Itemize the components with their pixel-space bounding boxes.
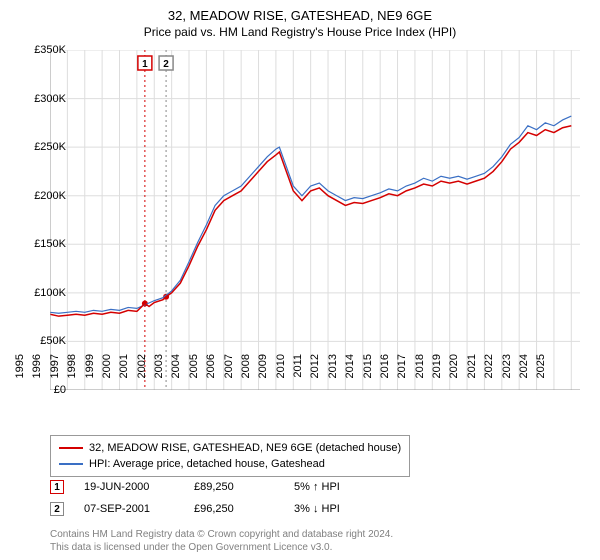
footer-attribution: Contains HM Land Registry data © Crown c… xyxy=(50,528,393,554)
x-tick-label: 2017 xyxy=(396,354,408,394)
svg-text:1: 1 xyxy=(142,59,148,70)
y-tick-label: £200K xyxy=(34,190,66,202)
x-tick-label: 2022 xyxy=(483,354,495,394)
legend-label: 32, MEADOW RISE, GATESHEAD, NE9 6GE (det… xyxy=(89,442,401,454)
x-tick-label: 2005 xyxy=(188,354,200,394)
sale-date: 19-JUN-2000 xyxy=(84,481,174,493)
x-tick-label: 2008 xyxy=(240,354,252,394)
x-tick-label: 2009 xyxy=(257,354,269,394)
x-tick-label: 2003 xyxy=(153,354,165,394)
x-tick-label: 2025 xyxy=(535,354,547,394)
x-tick-label: 2014 xyxy=(344,354,356,394)
legend-row: HPI: Average price, detached house, Gate… xyxy=(59,456,401,472)
x-tick-label: 2000 xyxy=(101,354,113,394)
x-tick-label: 2018 xyxy=(414,354,426,394)
x-tick-label: 2010 xyxy=(275,354,287,394)
x-tick-label: 2024 xyxy=(518,354,530,394)
x-tick-label: 2011 xyxy=(292,354,304,394)
x-tick-label: 2021 xyxy=(466,354,478,394)
legend-box: 32, MEADOW RISE, GATESHEAD, NE9 6GE (det… xyxy=(50,435,410,477)
x-tick-label: 2001 xyxy=(118,354,130,394)
x-tick-label: 2019 xyxy=(431,354,443,394)
x-tick-label: 2023 xyxy=(501,354,513,394)
x-tick-label: 2013 xyxy=(327,354,339,394)
x-tick-label: 1995 xyxy=(14,354,26,394)
sale-pct: 5% ↑ HPI xyxy=(294,481,340,493)
chart-svg: 12 xyxy=(50,50,580,390)
sale-pct: 3% ↓ HPI xyxy=(294,503,340,515)
x-tick-label: 1998 xyxy=(66,354,78,394)
legend-swatch xyxy=(59,463,83,465)
y-tick-label: £350K xyxy=(34,44,66,56)
chart-container: 32, MEADOW RISE, GATESHEAD, NE9 6GE Pric… xyxy=(0,0,600,560)
x-tick-label: 2007 xyxy=(223,354,235,394)
legend-swatch xyxy=(59,447,83,449)
title-block: 32, MEADOW RISE, GATESHEAD, NE9 6GE Pric… xyxy=(0,0,600,39)
sale-price: £96,250 xyxy=(194,503,274,515)
sale-row: 1 19-JUN-2000 £89,250 5% ↑ HPI xyxy=(50,480,340,494)
x-tick-label: 2004 xyxy=(170,354,182,394)
x-tick-label: 1996 xyxy=(31,354,43,394)
sale-row: 2 07-SEP-2001 £96,250 3% ↓ HPI xyxy=(50,502,340,516)
legend-label: HPI: Average price, detached house, Gate… xyxy=(89,458,325,470)
legend-row: 32, MEADOW RISE, GATESHEAD, NE9 6GE (det… xyxy=(59,440,401,456)
sale-marker-icon: 2 xyxy=(50,502,64,516)
chart-plot-area: 12 xyxy=(50,50,580,390)
y-tick-label: £300K xyxy=(34,93,66,105)
title-sub: Price paid vs. HM Land Registry's House … xyxy=(0,25,600,39)
sale-price: £89,250 xyxy=(194,481,274,493)
x-tick-label: 2002 xyxy=(136,354,148,394)
x-tick-label: 2012 xyxy=(309,354,321,394)
y-tick-label: £50K xyxy=(40,335,66,347)
x-tick-label: 1997 xyxy=(49,354,61,394)
x-tick-label: 2020 xyxy=(448,354,460,394)
x-tick-label: 2006 xyxy=(205,354,217,394)
x-tick-label: 2015 xyxy=(362,354,374,394)
x-tick-label: 2016 xyxy=(379,354,391,394)
y-tick-label: £100K xyxy=(34,287,66,299)
svg-text:2: 2 xyxy=(163,59,169,70)
sale-marker-icon: 1 xyxy=(50,480,64,494)
y-tick-label: £250K xyxy=(34,141,66,153)
sale-date: 07-SEP-2001 xyxy=(84,503,174,515)
x-tick-label: 1999 xyxy=(84,354,96,394)
title-main: 32, MEADOW RISE, GATESHEAD, NE9 6GE xyxy=(0,8,600,23)
y-tick-label: £150K xyxy=(34,238,66,250)
